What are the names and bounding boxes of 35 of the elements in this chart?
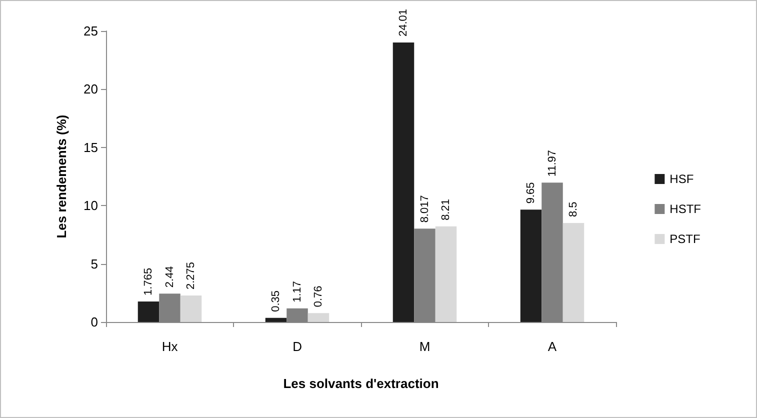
y-tick-label: 15 [84,140,98,155]
y-tick-label: 25 [84,24,98,38]
y-tick-label: 0 [90,314,98,330]
data-label: 1.17 [291,280,304,302]
data-label: 0.76 [312,286,324,308]
legend-label: HSTF [670,202,702,216]
bar [180,296,202,322]
x-tick-label: M [419,339,430,354]
data-label: 24.01 [398,8,410,37]
bar [435,226,457,322]
x-tick-label: Hx [162,339,178,354]
y-tick-label: 20 [84,82,98,97]
data-label: 9.65 [525,182,537,204]
data-label: 1.765 [142,268,154,296]
data-label: 2.275 [185,262,197,290]
legend-label: HSF [670,172,694,186]
data-label: 8.21 [440,199,452,220]
y-tick-label: 5 [90,256,98,272]
bar [138,301,160,322]
x-tick-label: A [548,339,557,354]
bar [520,210,542,322]
x-tick-label: D [292,339,302,354]
data-label: 2.44 [164,266,176,288]
bar [308,313,330,322]
data-label: 8.017 [418,195,431,223]
bar [265,318,287,322]
data-label: 11.97 [546,150,558,177]
bar [392,42,414,322]
y-axis-title: Les rendements (%) [54,114,69,238]
x-axis-title: Les solvants d'extraction [283,376,439,391]
bar [562,223,584,322]
legend-label: PSTF [670,232,700,246]
y-tick-label: 10 [84,198,98,214]
data-label: 8.5 [568,202,580,218]
data-label: 0.35 [270,290,282,312]
